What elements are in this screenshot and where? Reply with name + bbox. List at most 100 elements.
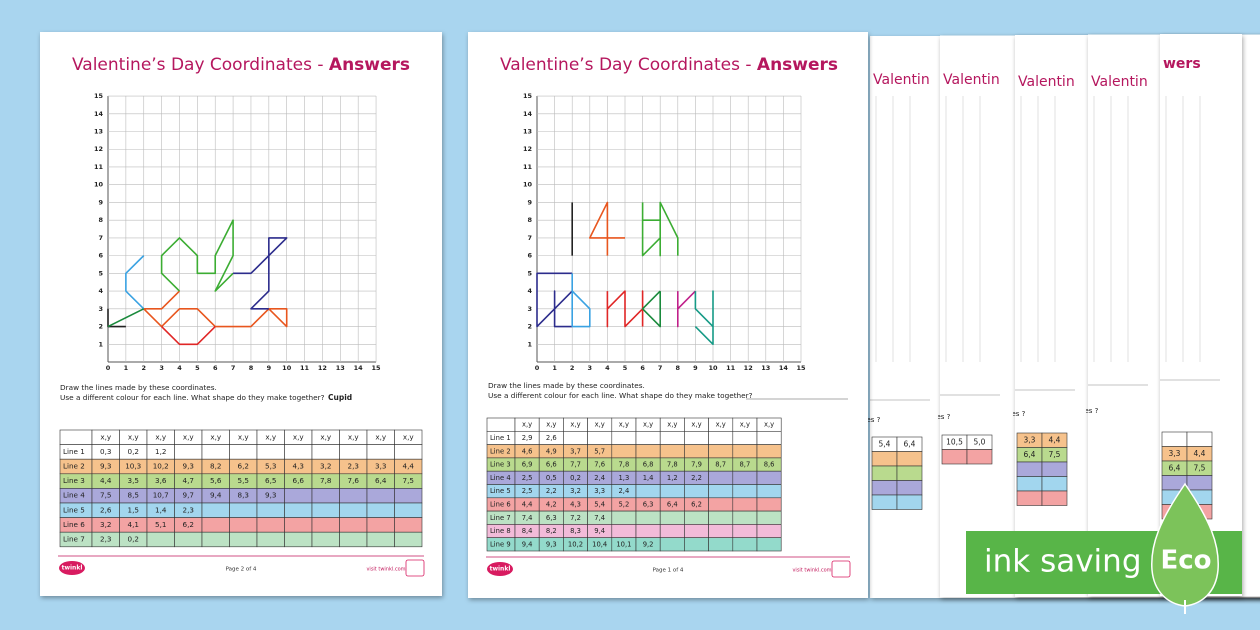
cell-text: 9,3 bbox=[265, 491, 276, 500]
table-cell bbox=[684, 510, 709, 525]
column-header: x,y bbox=[238, 432, 250, 441]
table-cell bbox=[732, 497, 758, 512]
table-cell bbox=[339, 531, 368, 548]
cell-text: 6,6 bbox=[293, 476, 305, 485]
table-cell bbox=[684, 484, 709, 499]
x-axis-label: 5 bbox=[195, 364, 200, 372]
cell-text: 8,4 bbox=[522, 527, 533, 535]
cell-text: 7,5 bbox=[100, 491, 111, 500]
table-cell bbox=[1041, 461, 1068, 477]
table-cell bbox=[896, 480, 923, 496]
y-axis-label: 3 bbox=[98, 305, 103, 313]
cell-text: 8,3 bbox=[570, 527, 581, 535]
cell-text: 10,7 bbox=[153, 491, 169, 500]
page-title: wers bbox=[1163, 56, 1201, 72]
y-axis-label: 2 bbox=[527, 323, 532, 331]
table-cell bbox=[174, 531, 203, 548]
table-cell bbox=[896, 451, 923, 467]
y-axis-label: 5 bbox=[527, 269, 532, 277]
column-header: x,y bbox=[293, 432, 305, 441]
row-label: Line 5 bbox=[490, 487, 511, 495]
column-header: x,y bbox=[691, 421, 701, 429]
row-label: Line 4 bbox=[490, 474, 511, 482]
table-cell bbox=[684, 430, 709, 445]
table-cell bbox=[659, 484, 685, 499]
cell-text: 6,2 bbox=[238, 462, 249, 471]
plot-line bbox=[536, 272, 574, 328]
column-header: x,y bbox=[375, 432, 387, 441]
x-axis-label: 1 bbox=[552, 364, 557, 372]
x-axis-label: 2 bbox=[141, 364, 146, 372]
table-cell bbox=[229, 502, 258, 518]
cell-text: 6,4 bbox=[904, 439, 916, 448]
column-header: x,y bbox=[522, 421, 532, 429]
cell-text: 8,2 bbox=[546, 527, 557, 535]
table-cell bbox=[756, 484, 782, 499]
x-axis-label: 7 bbox=[231, 364, 236, 372]
table-cell bbox=[708, 430, 734, 445]
question-text: des ? bbox=[1007, 410, 1026, 418]
table-cell bbox=[941, 449, 968, 465]
plot-line bbox=[125, 255, 145, 310]
table-cell bbox=[756, 470, 782, 485]
plot-line bbox=[676, 290, 696, 328]
cell-text: 4,6 bbox=[522, 447, 533, 455]
site-link: visit twinkl.com bbox=[792, 568, 831, 574]
table-cell bbox=[229, 444, 258, 460]
row-label: Line 6 bbox=[63, 520, 85, 529]
cell-text: 6,4 bbox=[667, 500, 678, 508]
cell-text: 1,4 bbox=[155, 505, 167, 514]
x-axis-label: 14 bbox=[779, 364, 789, 372]
plot-line bbox=[161, 325, 216, 346]
table-cell bbox=[366, 502, 395, 518]
table-cell bbox=[756, 537, 782, 552]
cell-text: 0,3 bbox=[100, 447, 111, 456]
column-header: x,y bbox=[570, 421, 580, 429]
cell-text: 7,8 bbox=[320, 476, 332, 485]
cell-text: 9,3 bbox=[183, 462, 194, 471]
back-page: wers 3,3 4,4 6,4 7,5 bbox=[1160, 34, 1242, 596]
column-header: x,y bbox=[667, 421, 677, 429]
cell-text: 2,5 bbox=[522, 487, 533, 495]
table-cell bbox=[229, 531, 258, 548]
cell-text: 2,6 bbox=[546, 434, 557, 442]
x-axis-label: 10 bbox=[282, 364, 292, 372]
table-cell bbox=[394, 488, 423, 504]
eco-badge: ink saving Eco bbox=[966, 482, 1242, 614]
cell-text: 4,4 bbox=[1194, 449, 1206, 458]
cell-text: 7,6 bbox=[348, 476, 360, 485]
table-cell bbox=[311, 517, 340, 533]
x-axis-label: 4 bbox=[605, 364, 610, 372]
plot-line bbox=[571, 273, 591, 328]
logo-text: twinkl bbox=[62, 565, 83, 572]
cell-text: 6,5 bbox=[265, 476, 276, 485]
cell-text: 2,3 bbox=[183, 505, 194, 514]
cell-text: 2,3 bbox=[100, 535, 111, 544]
table-cell bbox=[635, 444, 661, 459]
row-label: Line 7 bbox=[490, 514, 511, 522]
cell-text: 7,4 bbox=[594, 514, 605, 522]
cell-text: 5,3 bbox=[265, 462, 276, 471]
page-number: Page 1 of 4 bbox=[653, 568, 684, 574]
cell-text: 4,2 bbox=[546, 500, 557, 508]
table-cell bbox=[174, 444, 203, 460]
table-cell bbox=[708, 444, 734, 459]
title-text: Valentine’s Day Coordinates - bbox=[500, 55, 757, 75]
row-label: Line 5 bbox=[63, 505, 85, 514]
table-cell bbox=[708, 484, 734, 499]
plot-line bbox=[233, 237, 288, 310]
column-header: x,y bbox=[183, 432, 195, 441]
y-axis-label: 7 bbox=[98, 234, 103, 242]
cell-text: 2,2 bbox=[546, 487, 557, 495]
stamp-icon bbox=[831, 560, 851, 578]
x-axis-label: 9 bbox=[693, 364, 698, 372]
badge-text: ink saving bbox=[984, 544, 1142, 580]
table-cell bbox=[708, 470, 734, 485]
cell-text: 3,6 bbox=[155, 476, 167, 485]
column-header: x,y bbox=[764, 421, 774, 429]
title-bold: Answers bbox=[757, 55, 838, 75]
cell-text: 2,4 bbox=[618, 487, 629, 495]
table-cell bbox=[284, 488, 313, 504]
cell-text: 7,8 bbox=[667, 461, 678, 469]
cell-text: 1,3 bbox=[618, 474, 629, 482]
